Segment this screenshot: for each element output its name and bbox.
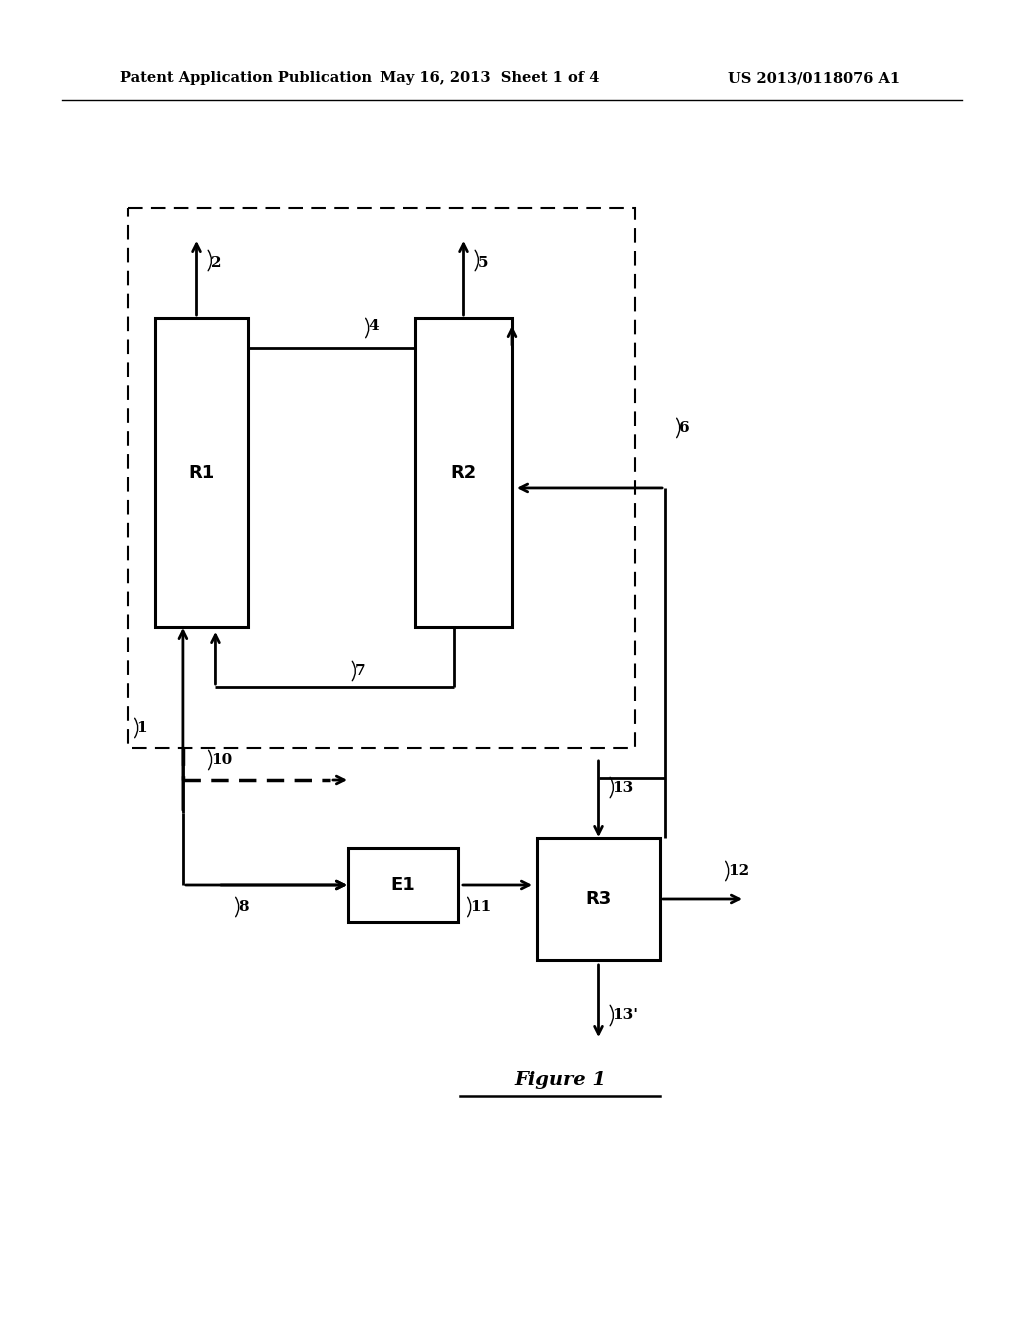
Text: 6: 6 xyxy=(679,421,689,436)
Bar xyxy=(348,847,458,921)
Text: R2: R2 xyxy=(451,463,476,482)
Text: 2: 2 xyxy=(211,256,221,271)
Text: 7: 7 xyxy=(354,664,366,678)
Text: US 2013/0118076 A1: US 2013/0118076 A1 xyxy=(728,71,900,84)
Bar xyxy=(415,318,512,627)
Text: 13': 13' xyxy=(612,1008,639,1022)
Bar xyxy=(155,318,248,627)
Text: 8: 8 xyxy=(238,900,249,913)
Text: 13: 13 xyxy=(612,781,634,795)
Text: Figure 1: Figure 1 xyxy=(514,1071,606,1089)
Text: 4: 4 xyxy=(368,319,379,333)
Text: E1: E1 xyxy=(390,876,416,894)
Text: 11: 11 xyxy=(470,900,492,913)
Text: 10: 10 xyxy=(211,752,232,767)
Bar xyxy=(537,838,660,960)
Text: Patent Application Publication: Patent Application Publication xyxy=(120,71,372,84)
Text: 5: 5 xyxy=(477,256,488,271)
Bar xyxy=(128,209,635,748)
Text: R1: R1 xyxy=(188,463,215,482)
Text: 12: 12 xyxy=(728,865,750,878)
Text: 1: 1 xyxy=(136,721,146,735)
Text: May 16, 2013  Sheet 1 of 4: May 16, 2013 Sheet 1 of 4 xyxy=(380,71,600,84)
Text: R3: R3 xyxy=(586,890,611,908)
